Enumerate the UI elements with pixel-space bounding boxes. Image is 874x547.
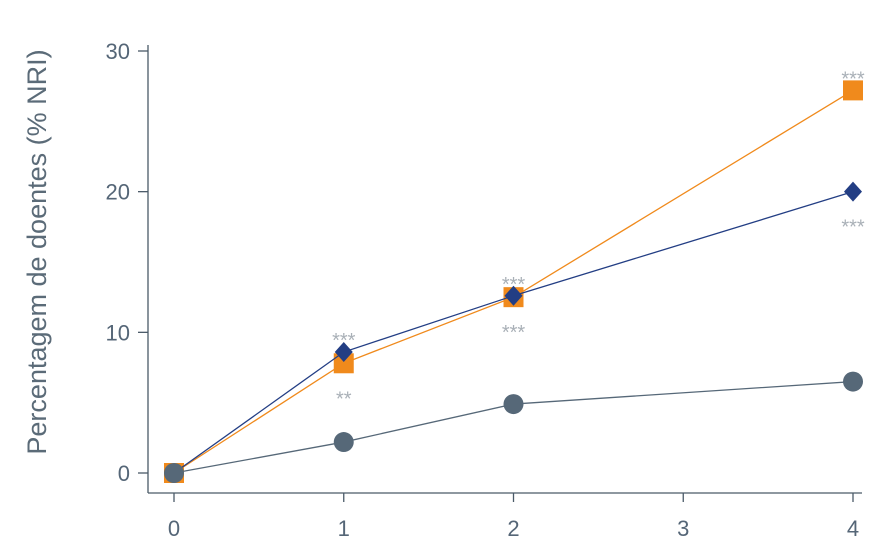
y-axis-title: Percentagem de doentes (% NRI)	[22, 49, 52, 454]
data-point	[333, 432, 354, 453]
significance-label: ***	[502, 322, 526, 344]
significance-label: **	[336, 388, 352, 410]
y-tick-label: 10	[106, 320, 130, 345]
significance-label: ***	[332, 330, 356, 352]
series-layer	[164, 80, 863, 483]
data-point	[334, 342, 353, 363]
data-point	[504, 285, 523, 306]
significance-label: ***	[841, 68, 865, 90]
x-tick-label: 3	[677, 516, 689, 541]
x-tick-label: 1	[338, 516, 350, 541]
data-point	[164, 463, 184, 483]
data-point	[844, 181, 862, 202]
x-tick-label: 0	[168, 516, 180, 541]
series-line	[173, 380, 854, 474]
significance-label: ***	[502, 274, 526, 296]
series-line	[173, 89, 854, 474]
y-tick-label: 0	[118, 461, 130, 486]
significance-label: ***	[841, 217, 865, 239]
data-point	[843, 80, 863, 101]
annotation-layer: *****************	[332, 68, 865, 410]
x-tick-label: 4	[847, 516, 859, 541]
axes: 0 10 20 30 0 1 2 3 4	[106, 39, 862, 541]
y-tick-label: 30	[106, 39, 130, 64]
data-point	[333, 353, 354, 374]
series-line	[173, 191, 854, 474]
data-point	[843, 371, 863, 392]
x-tick-label: 2	[507, 516, 519, 541]
series-circle	[164, 371, 863, 483]
y-tick-label: 20	[106, 180, 130, 205]
data-point	[503, 394, 524, 415]
